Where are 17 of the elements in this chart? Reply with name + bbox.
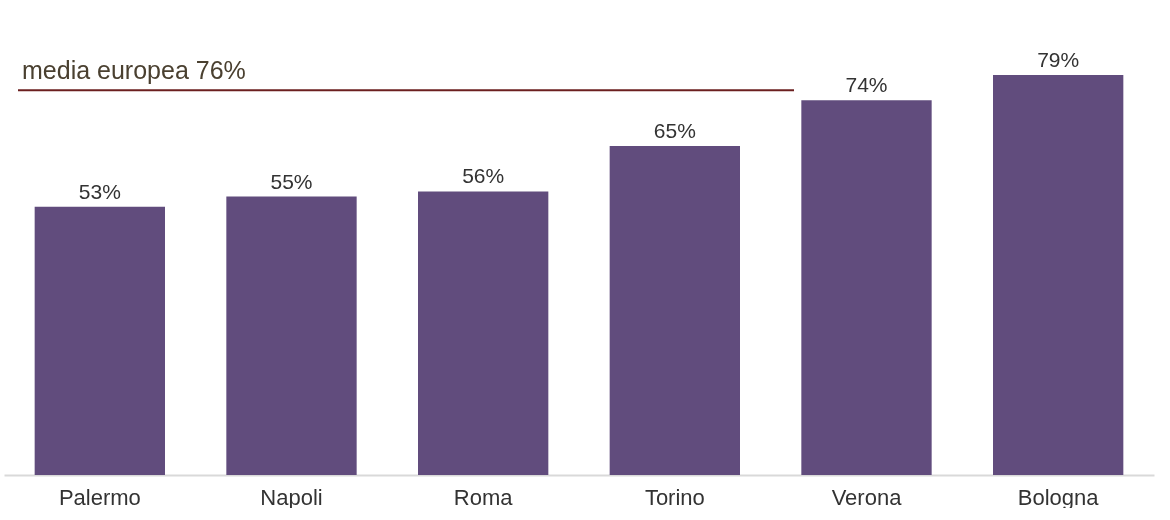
ref-line-label: media europea 76% <box>22 56 246 85</box>
x-tick-label: Verona <box>831 484 903 510</box>
data-label: 56% <box>462 164 505 188</box>
data-label: 65% <box>653 118 696 142</box>
data-label: 79% <box>1037 48 1080 71</box>
bar <box>609 145 740 475</box>
bar <box>34 206 165 475</box>
data-label: 55% <box>270 169 313 193</box>
x-tick-label: Palermo <box>58 484 141 510</box>
bar <box>801 100 932 475</box>
x-tick-label: Roma <box>453 484 514 510</box>
data-label: 53% <box>78 179 121 203</box>
x-tick-label: Torino <box>644 484 705 510</box>
data-label: 74% <box>845 73 888 97</box>
bar <box>993 75 1124 475</box>
bar <box>418 191 549 475</box>
bar <box>226 196 357 475</box>
